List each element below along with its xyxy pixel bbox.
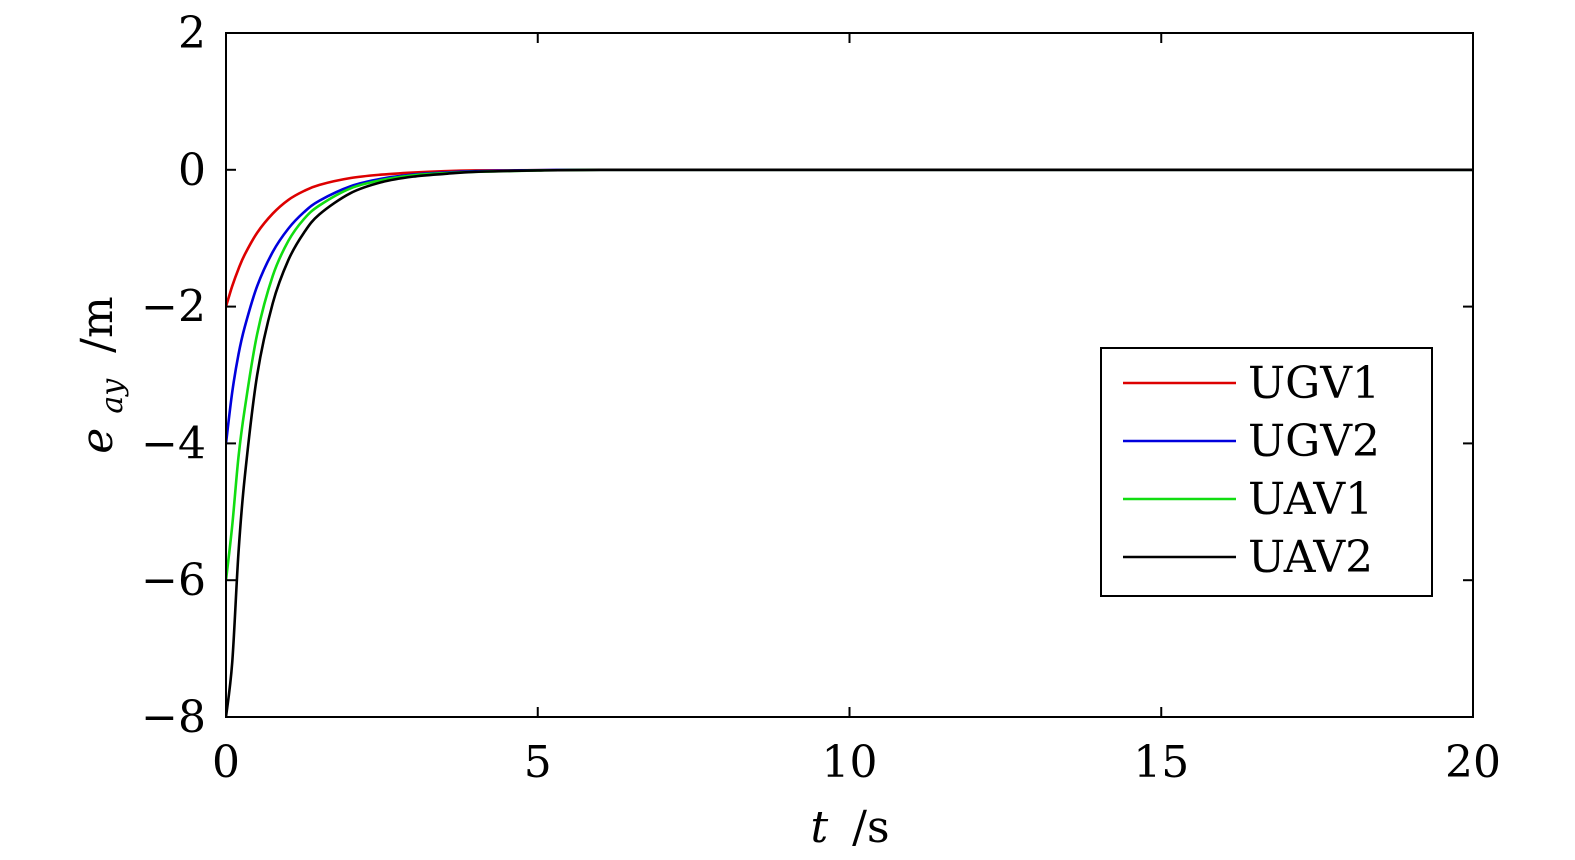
x-tick-label: 0 [212,737,240,788]
legend-label-ugv1: UGV1 [1248,358,1380,409]
x-ticks: 0 5 10 15 20 [212,33,1501,788]
x-axis-label-unit: /s [852,802,889,853]
x-tick-label: 10 [822,737,878,788]
series-line-ugv1 [226,168,1473,307]
y-tick-label: −6 [141,555,206,606]
y-axis-label-var: e [72,428,123,454]
plot-area [226,168,1473,717]
y-tick-label: 0 [178,145,206,196]
y-tick-label: −2 [141,282,206,333]
y-tick-label: −4 [141,418,206,469]
x-tick-label: 5 [524,737,552,788]
legend-label-ugv2: UGV2 [1248,416,1380,467]
y-tick-label: 2 [178,8,206,59]
y-tick-label: −8 [141,692,206,743]
series-line-uav2 [226,168,1473,717]
legend-label-uav2: UAV2 [1248,532,1373,583]
x-tick-label: 20 [1445,737,1501,788]
x-tick-label: 15 [1133,737,1189,788]
legend: UGV1 UGV2 UAV1 UAV2 [1100,347,1433,597]
y-axis-label-unit: /m [72,296,123,353]
y-axis-label: e ay /m [72,296,133,453]
legend-label-uav1: UAV1 [1248,474,1373,525]
x-axis-label-var: t [810,802,828,853]
legend-box [1100,347,1433,597]
y-axis-label-sub: ay [95,378,130,414]
x-axis-label: t /s [810,802,889,853]
y-ticks: −8 −6 −4 −2 0 2 [141,8,1473,743]
